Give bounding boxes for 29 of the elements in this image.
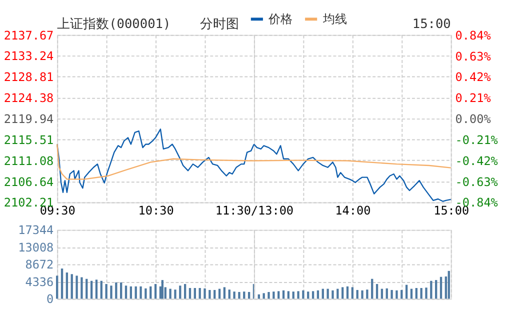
y-tick-label: 2106.64 <box>4 174 54 189</box>
text: 0.42% <box>455 70 491 84</box>
y-tick-label: 2128.81 <box>4 70 54 84</box>
legend-label: 均线 <box>322 12 347 26</box>
text: -0.63% <box>455 174 498 189</box>
y-tick-label: 2137.67 <box>4 28 54 42</box>
y-tick-label: 2133.24 <box>4 49 54 64</box>
y-tick-label: 13008 <box>18 240 54 254</box>
y-tick-label: 8672 <box>25 258 54 272</box>
text: 15:00 <box>412 17 451 32</box>
y-tick-label: 0 <box>46 292 54 306</box>
chart-title: 上证指数(000001) <box>57 17 171 32</box>
text: 0.63% <box>455 49 491 64</box>
y-tick-label: 17344 <box>18 223 54 238</box>
text: 0.84% <box>455 28 491 42</box>
y-tick-label: 2111.08 <box>4 154 54 168</box>
y-tick-label: 2124.38 <box>4 91 54 106</box>
text: -0.42% <box>455 154 498 168</box>
text: -0.21% <box>455 132 498 147</box>
chart-subtitle: 分时图 <box>200 17 239 32</box>
legend-label: 价格 <box>268 12 293 26</box>
x-tick-label: 14:00 <box>335 204 371 218</box>
y-tick-label: 2119.94 <box>4 112 54 126</box>
text: 0.00% <box>455 112 491 126</box>
x-tick-label: 10:30 <box>138 204 174 218</box>
y-tick-label: 4336 <box>25 274 54 289</box>
y-tick-label: 2115.51 <box>4 132 54 147</box>
x-tick-label: 11:30/13:00 <box>215 204 294 218</box>
text: 0.21% <box>455 91 491 106</box>
